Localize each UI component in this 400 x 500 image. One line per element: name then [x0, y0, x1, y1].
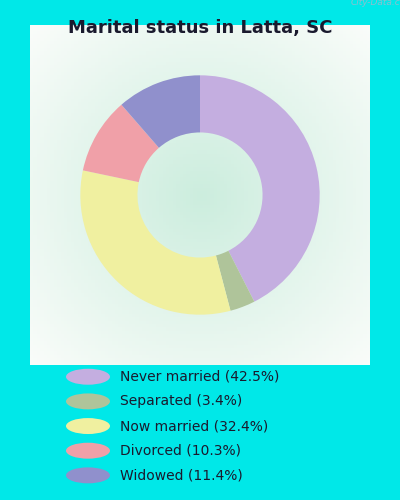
Wedge shape — [80, 170, 230, 314]
Wedge shape — [122, 76, 200, 148]
Wedge shape — [200, 76, 320, 302]
Text: Divorced (10.3%): Divorced (10.3%) — [120, 444, 241, 458]
Text: Widowed (11.4%): Widowed (11.4%) — [120, 468, 243, 482]
Text: City-Data.com: City-Data.com — [350, 0, 400, 7]
Text: Separated (3.4%): Separated (3.4%) — [120, 394, 242, 408]
Circle shape — [66, 394, 110, 409]
Circle shape — [66, 418, 110, 434]
Text: Never married (42.5%): Never married (42.5%) — [120, 370, 279, 384]
Circle shape — [66, 442, 110, 458]
Wedge shape — [83, 104, 159, 182]
Circle shape — [66, 369, 110, 384]
Text: Now married (32.4%): Now married (32.4%) — [120, 419, 268, 433]
Circle shape — [66, 468, 110, 483]
Wedge shape — [216, 250, 254, 310]
Text: Marital status in Latta, SC: Marital status in Latta, SC — [68, 18, 332, 36]
